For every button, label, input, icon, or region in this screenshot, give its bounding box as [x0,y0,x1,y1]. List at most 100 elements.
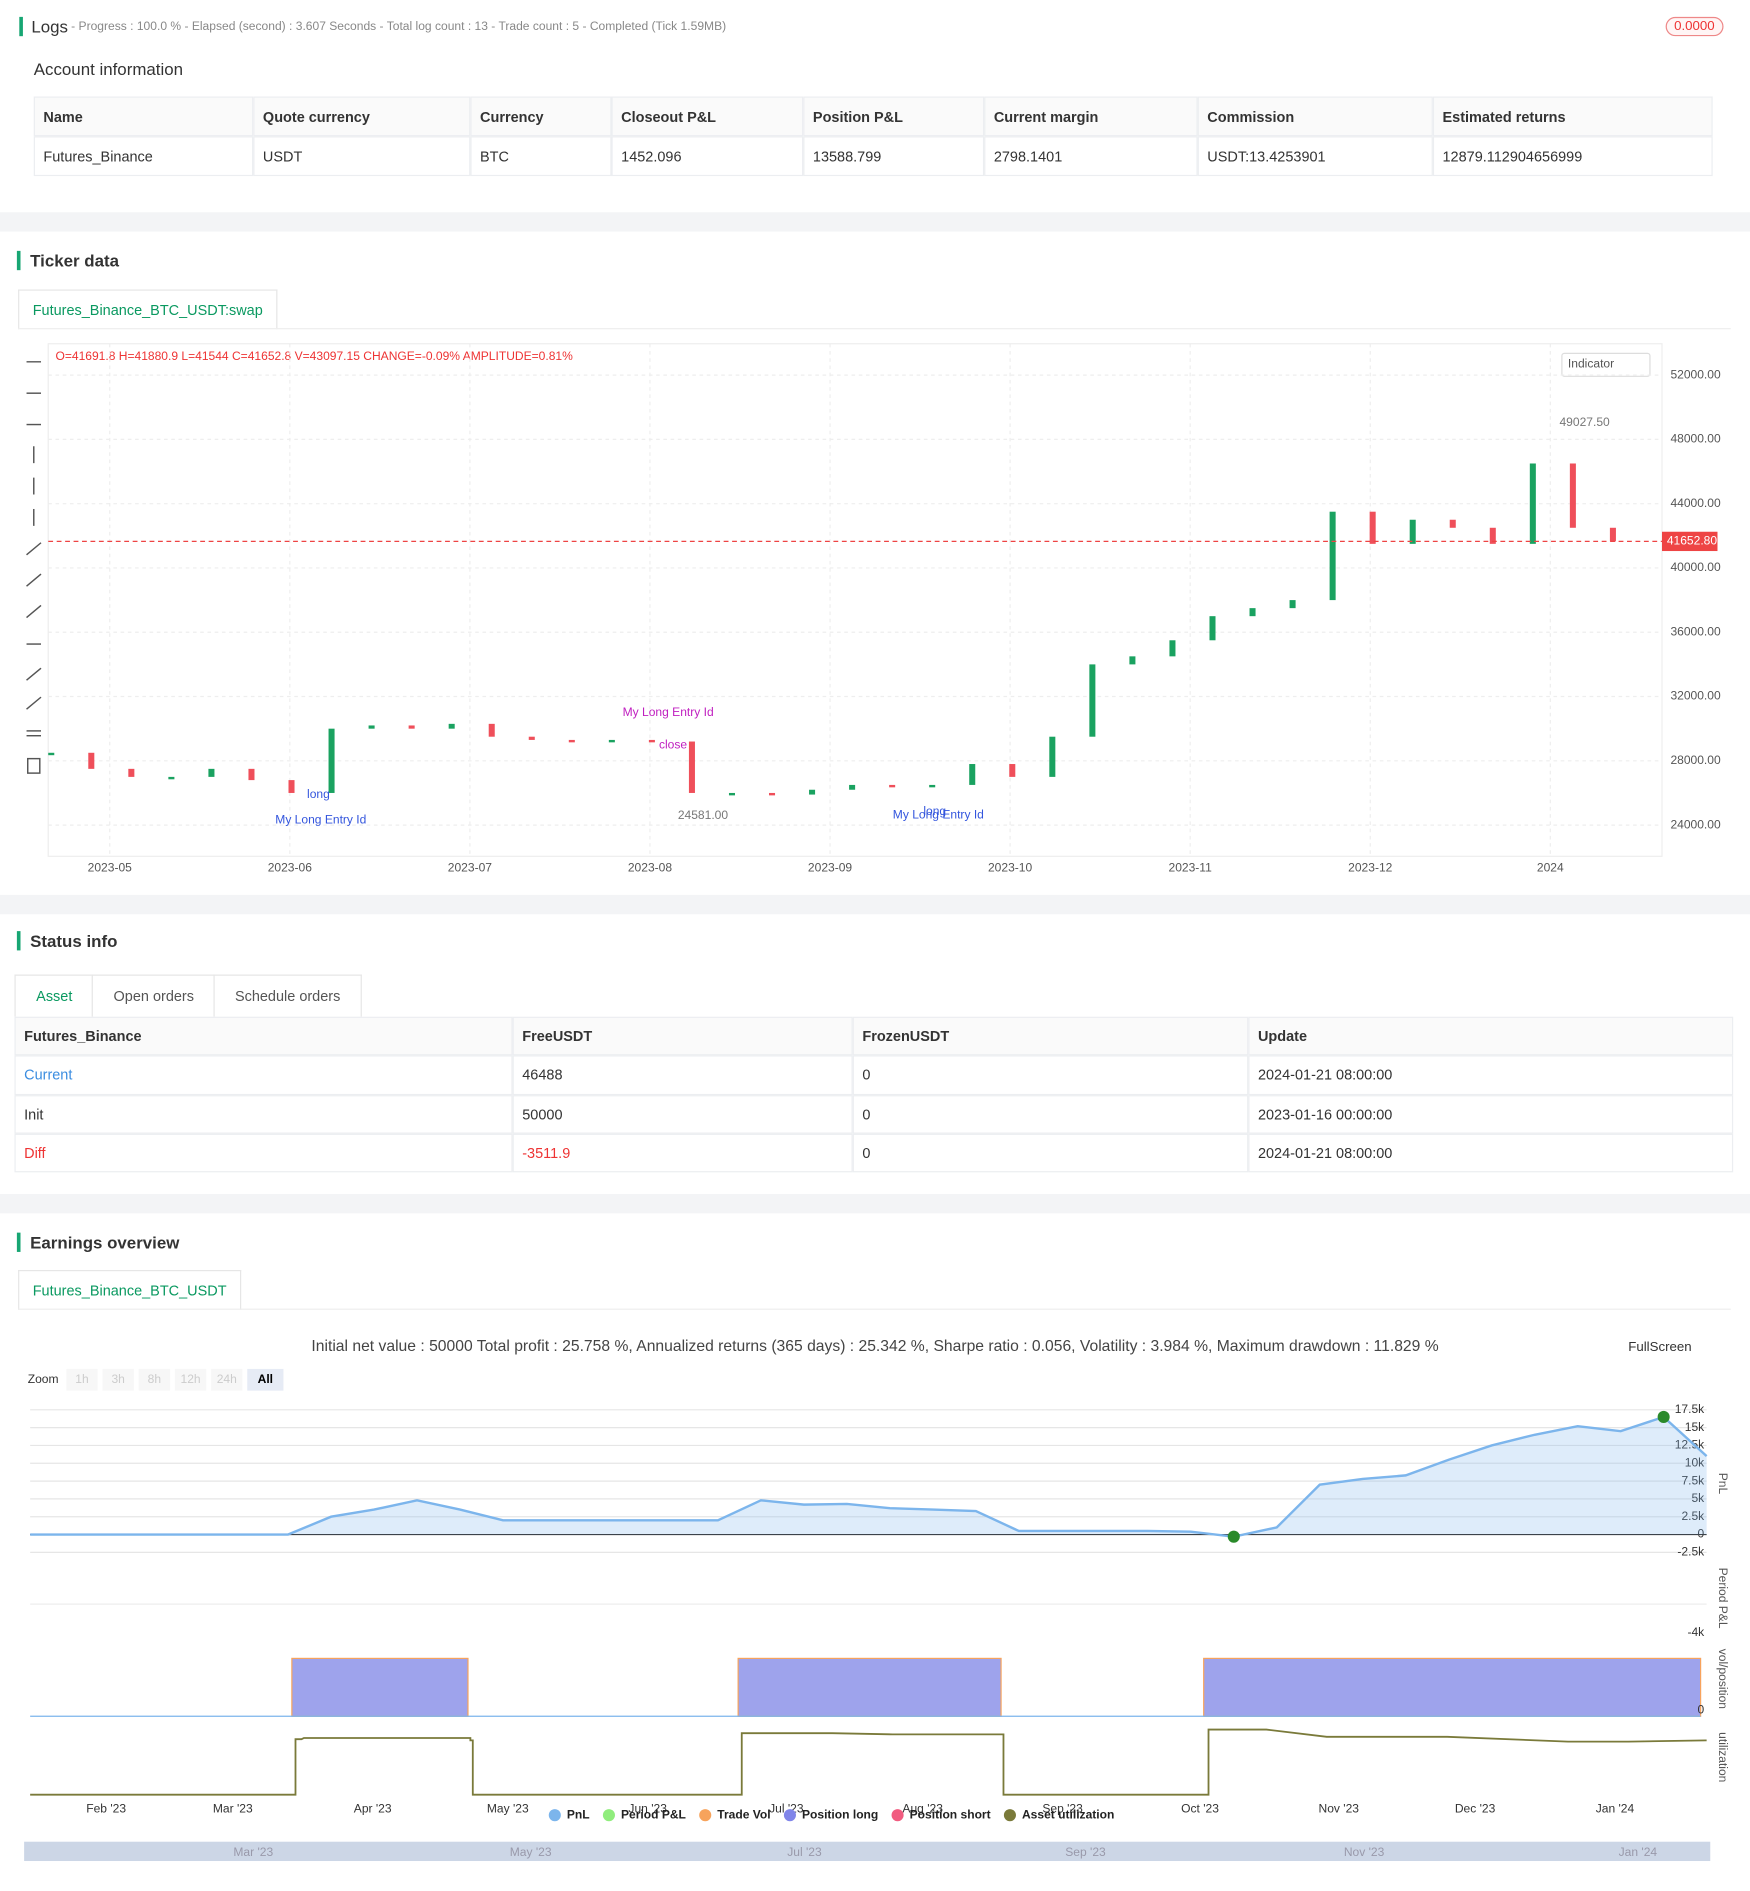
y-tick-label: 17.5k [1675,1402,1705,1416]
header-cell: Closeout P&L [611,96,804,137]
max-point [1657,1410,1670,1423]
candle [328,728,335,793]
legend-dot [783,1809,796,1822]
legend-dot [548,1809,561,1822]
position-blocks [30,1657,1702,1717]
fullscreen[interactable]: FullScreen [1628,1339,1692,1355]
earnings-title: Earnings overview [16,1232,179,1252]
y-tick-label: 0 [1698,1527,1705,1541]
candle [1369,511,1376,544]
axis-title: Period P&L [1716,1568,1730,1629]
x-tick-label: Jun '23 [628,1801,667,1815]
summary: Initial net value : 50000 Total profit :… [311,1336,1439,1355]
zoom-label: 12h [181,1372,201,1386]
cell: 13588.799 [803,136,985,177]
plot-frame [47,343,1663,857]
candle [528,736,535,740]
candle [408,725,415,729]
zoom-button[interactable] [247,1368,284,1391]
legend-label[interactable]: Position short [910,1807,991,1821]
x-tick-label: 2023-07 [448,861,493,875]
zoom-button[interactable] [138,1368,171,1391]
candle [1569,463,1576,528]
navigator-label: Sep '23 [1065,1845,1106,1859]
candle [809,789,816,795]
indicator-label: Indicator [1568,356,1614,370]
legend-dot [602,1809,615,1822]
zoom-button[interactable] [174,1368,207,1391]
candle [608,739,615,743]
x-tick-label: 2023-08 [628,861,673,875]
navigator-label: Jan '24 [1619,1845,1658,1859]
x-tick-label: 2023-09 [808,861,853,875]
axis-title: vol/position [1716,1649,1730,1709]
y-tick-label: 15k [1685,1420,1705,1434]
legend-label[interactable]: PnL [567,1807,590,1821]
x-tick-label: Aug '23 [902,1801,943,1815]
legend-dot [1003,1809,1016,1822]
status-tab[interactable]: Asset [14,974,95,1017]
x-tick-label: Dec '23 [1455,1801,1496,1815]
candle [1049,736,1056,777]
candle [1249,608,1256,617]
zoom-button[interactable] [211,1368,243,1391]
x-tick-label: 2023-11 [1169,861,1213,875]
y-tick-label: 24000.00 [1670,817,1721,831]
y-tick-label: 10k [1685,1455,1705,1469]
cell: 0 [852,1055,1249,1095]
zoom-label: 8h [148,1372,161,1386]
zoom-label: 3h [111,1372,124,1386]
navigator-label: May '23 [510,1845,552,1859]
navigator[interactable] [24,1841,1711,1862]
legend-label[interactable]: Period P&L [621,1807,686,1821]
status-tab[interactable]: Schedule orders [213,974,362,1017]
y-tick-label: 40000.00 [1670,560,1721,574]
x-tick-label: 2023-05 [88,861,133,875]
tab-line [18,328,1731,330]
indicator-button[interactable] [1561,352,1651,377]
zoom-button[interactable] [102,1368,134,1391]
status-title: Status info [16,931,117,951]
candle [88,752,95,769]
header-cell: Quote currency [253,96,471,137]
legend-label[interactable]: Position long [802,1807,878,1821]
ticker-title: Ticker data [16,250,119,271]
header-cell: Futures_Binance [14,1016,513,1056]
pnl-line [30,1415,1708,1538]
y-tick-label: 48000.00 [1670,432,1721,446]
candle [1489,527,1496,544]
earnings-tab[interactable]: Futures_Binance_BTC_USDT [18,1270,242,1310]
ticker-tab[interactable]: Futures_Binance_BTC_USDT:swap [18,289,278,330]
earnings-chart: 1h3h8h12h24hAllZoom17.5k15k12.5k10k7.5k5… [24,1368,1730,1862]
legend-label[interactable]: Asset utilization [1022,1807,1114,1821]
candle [568,739,575,743]
candle [368,725,375,729]
legend-label[interactable]: Trade Vol [717,1807,770,1821]
candle [1409,519,1416,544]
candle [849,784,856,790]
y-tick-label: 7.5k [1681,1473,1705,1487]
y-tick-label: 44000.00 [1670,496,1721,510]
candle [488,723,495,737]
zoom-label: 1h [75,1372,88,1386]
x-tick-label: Nov '23 [1319,1801,1360,1815]
annotation: long [307,787,330,801]
candle [728,792,735,796]
navigator-label: Nov '23 [1344,1845,1385,1859]
candle [969,764,976,785]
cell: Current [14,1055,513,1095]
zoom-button[interactable] [66,1368,98,1391]
status-tab[interactable]: Open orders [91,974,216,1017]
cell: -3511.9 [512,1133,853,1173]
cell: Init [14,1094,513,1134]
price-label: 41652.80 [1667,534,1718,548]
x-tick-label: Feb '23 [86,1801,126,1815]
account-title: Account information [33,59,184,79]
navigator-label: Mar '23 [233,1845,273,1859]
cell: USDT [253,136,471,177]
annotation: long [923,804,946,818]
header-cell: Current margin [984,96,1198,137]
candle [448,723,455,729]
logs-title: Logs [19,16,68,37]
